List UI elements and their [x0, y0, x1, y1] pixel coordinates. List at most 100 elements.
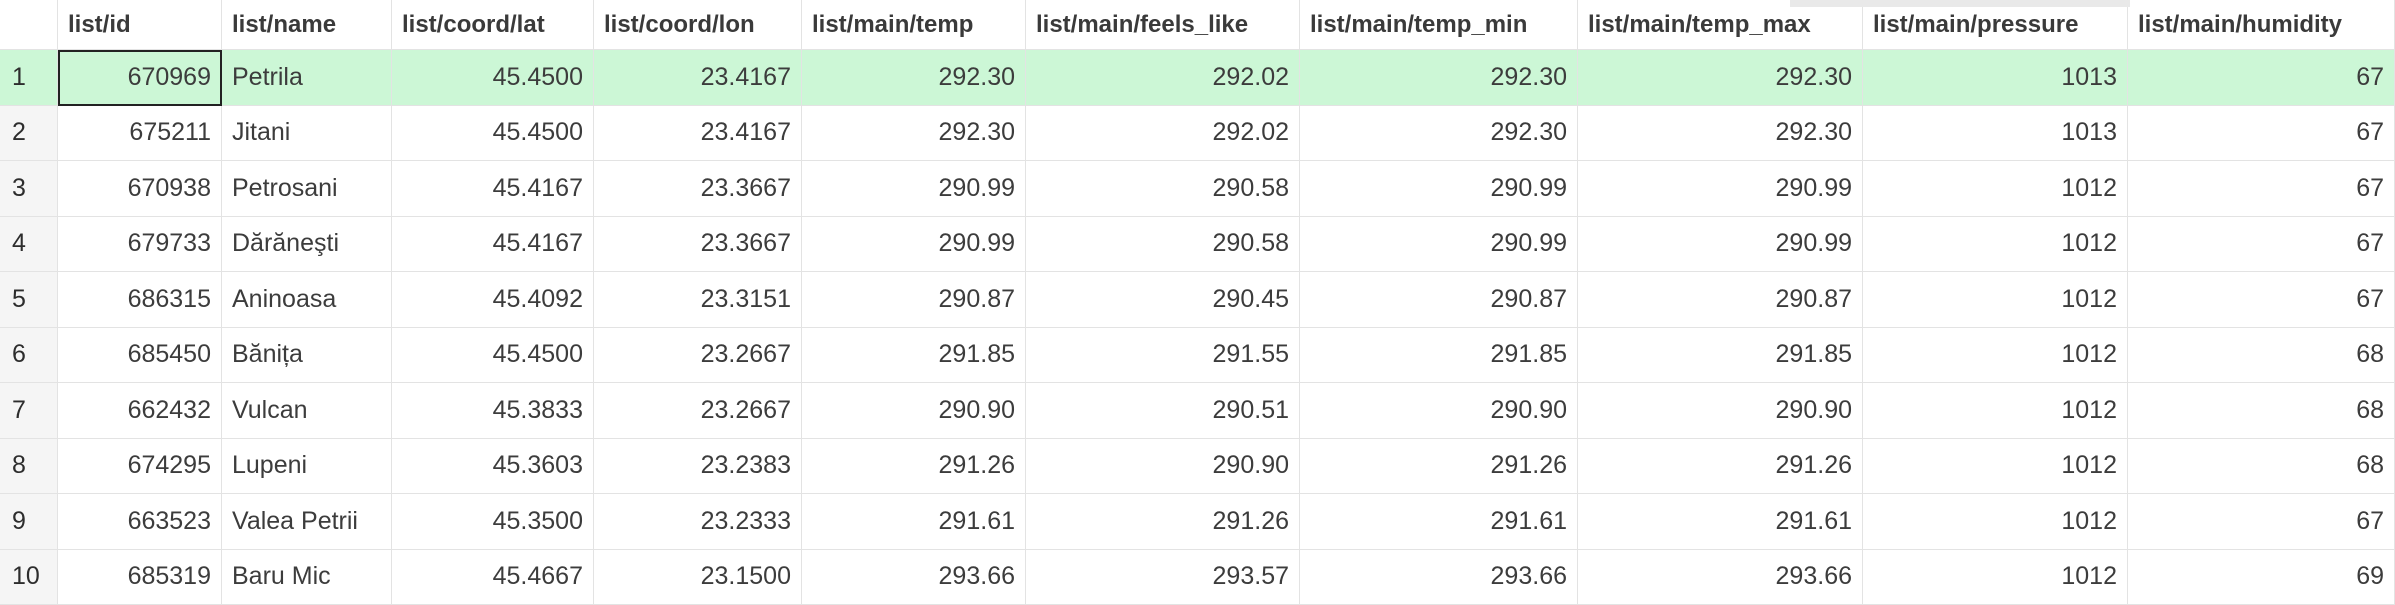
cell-list-main-pressure[interactable]: 1012: [1863, 383, 2128, 439]
column-header-list-name[interactable]: list/name: [222, 0, 392, 50]
cell-list-name[interactable]: Dărăneşti: [222, 216, 392, 272]
cell-list-main-temp-max[interactable]: 290.90: [1578, 383, 1863, 439]
cell-list-main-temp[interactable]: 291.26: [802, 438, 1026, 494]
cell-list-main-temp-min[interactable]: 292.30: [1300, 50, 1578, 106]
cell-list-main-humidity[interactable]: 67: [2128, 105, 2395, 161]
column-header-list-id[interactable]: list/id: [58, 0, 222, 50]
cell-list-main-pressure[interactable]: 1012: [1863, 494, 2128, 550]
row-number[interactable]: 6: [0, 327, 58, 383]
cell-list-main-temp-max[interactable]: 290.99: [1578, 216, 1863, 272]
cell-list-coord-lon[interactable]: 23.2667: [594, 383, 802, 439]
cell-list-main-humidity[interactable]: 68: [2128, 327, 2395, 383]
cell-list-id[interactable]: 679733: [58, 216, 222, 272]
cell-list-main-pressure[interactable]: 1012: [1863, 549, 2128, 605]
cell-list-main-temp-max[interactable]: 291.61: [1578, 494, 1863, 550]
cell-list-coord-lat[interactable]: 45.4092: [392, 272, 594, 328]
cell-list-main-temp-max[interactable]: 292.30: [1578, 50, 1863, 106]
cell-list-main-temp-min[interactable]: 291.61: [1300, 494, 1578, 550]
row-number[interactable]: 9: [0, 494, 58, 550]
cell-list-coord-lon[interactable]: 23.1500: [594, 549, 802, 605]
row-number[interactable]: 8: [0, 438, 58, 494]
cell-list-coord-lon[interactable]: 23.4167: [594, 105, 802, 161]
row-number[interactable]: 5: [0, 272, 58, 328]
cell-list-main-feels-like[interactable]: 290.58: [1026, 216, 1300, 272]
cell-list-main-humidity[interactable]: 67: [2128, 216, 2395, 272]
cell-list-main-humidity[interactable]: 68: [2128, 438, 2395, 494]
cell-list-id[interactable]: 663523: [58, 494, 222, 550]
cell-list-id[interactable]: 670938: [58, 161, 222, 217]
cell-list-coord-lon[interactable]: 23.2667: [594, 327, 802, 383]
cell-list-main-temp-min[interactable]: 291.26: [1300, 438, 1578, 494]
cell-list-main-temp-min[interactable]: 290.99: [1300, 161, 1578, 217]
cell-list-main-temp-min[interactable]: 290.99: [1300, 216, 1578, 272]
cell-list-coord-lon[interactable]: 23.2383: [594, 438, 802, 494]
cell-list-id[interactable]: 685450: [58, 327, 222, 383]
cell-list-main-temp[interactable]: 290.90: [802, 383, 1026, 439]
cell-list-main-temp-max[interactable]: 291.26: [1578, 438, 1863, 494]
cell-list-id[interactable]: 686315: [58, 272, 222, 328]
cell-list-main-temp-max[interactable]: 290.99: [1578, 161, 1863, 217]
cell-list-coord-lat[interactable]: 45.3833: [392, 383, 594, 439]
cell-list-main-temp[interactable]: 293.66: [802, 549, 1026, 605]
cell-list-name[interactable]: Jitani: [222, 105, 392, 161]
cell-list-main-feels-like[interactable]: 290.58: [1026, 161, 1300, 217]
cell-list-main-temp-min[interactable]: 291.85: [1300, 327, 1578, 383]
cell-list-main-temp-min[interactable]: 292.30: [1300, 105, 1578, 161]
row-number[interactable]: 3: [0, 161, 58, 217]
cell-list-main-pressure[interactable]: 1013: [1863, 105, 2128, 161]
cell-list-main-humidity[interactable]: 69: [2128, 549, 2395, 605]
cell-list-main-temp-min[interactable]: 293.66: [1300, 549, 1578, 605]
cell-list-main-temp-max[interactable]: 290.87: [1578, 272, 1863, 328]
cell-list-coord-lat[interactable]: 45.4500: [392, 105, 594, 161]
cell-list-id[interactable]: 674295: [58, 438, 222, 494]
column-header-list-main-temp-min[interactable]: list/main/temp_min: [1300, 0, 1578, 50]
cell-list-coord-lon[interactable]: 23.2333: [594, 494, 802, 550]
cell-list-main-temp-max[interactable]: 292.30: [1578, 105, 1863, 161]
cell-list-main-humidity[interactable]: 67: [2128, 272, 2395, 328]
column-header-list-coord-lat[interactable]: list/coord/lat: [392, 0, 594, 50]
cell-list-id[interactable]: 670969: [58, 50, 222, 106]
cell-list-main-feels-like[interactable]: 290.51: [1026, 383, 1300, 439]
row-number[interactable]: 10: [0, 549, 58, 605]
cell-list-main-pressure[interactable]: 1012: [1863, 327, 2128, 383]
cell-list-coord-lon[interactable]: 23.3667: [594, 216, 802, 272]
cell-list-main-temp[interactable]: 292.30: [802, 105, 1026, 161]
cell-list-coord-lat[interactable]: 45.4500: [392, 327, 594, 383]
row-number[interactable]: 4: [0, 216, 58, 272]
cell-list-main-pressure[interactable]: 1012: [1863, 161, 2128, 217]
cell-list-main-feels-like[interactable]: 290.45: [1026, 272, 1300, 328]
cell-list-coord-lat[interactable]: 45.4167: [392, 216, 594, 272]
cell-list-main-humidity[interactable]: 67: [2128, 494, 2395, 550]
cell-list-main-feels-like[interactable]: 290.90: [1026, 438, 1300, 494]
column-header-list-main-humidity[interactable]: list/main/humidity: [2128, 0, 2395, 50]
row-number[interactable]: 2: [0, 105, 58, 161]
cell-list-main-temp[interactable]: 291.61: [802, 494, 1026, 550]
cell-list-id[interactable]: 685319: [58, 549, 222, 605]
row-number[interactable]: 1: [0, 50, 58, 106]
cell-list-main-temp-max[interactable]: 291.85: [1578, 327, 1863, 383]
cell-list-coord-lat[interactable]: 45.3500: [392, 494, 594, 550]
corner-header[interactable]: [0, 0, 58, 50]
row-number[interactable]: 7: [0, 383, 58, 439]
cell-list-main-feels-like[interactable]: 293.57: [1026, 549, 1300, 605]
cell-list-main-humidity[interactable]: 68: [2128, 383, 2395, 439]
cell-list-main-humidity[interactable]: 67: [2128, 161, 2395, 217]
cell-list-name[interactable]: Lupeni: [222, 438, 392, 494]
cell-list-main-temp[interactable]: 292.30: [802, 50, 1026, 106]
cell-list-main-temp[interactable]: 290.87: [802, 272, 1026, 328]
column-header-list-main-pressure[interactable]: list/main/pressure: [1863, 0, 2128, 50]
cell-list-coord-lon[interactable]: 23.3151: [594, 272, 802, 328]
cell-list-name[interactable]: Petrila: [222, 50, 392, 106]
column-header-list-coord-lon[interactable]: list/coord/lon: [594, 0, 802, 50]
cell-list-main-feels-like[interactable]: 292.02: [1026, 105, 1300, 161]
cell-list-main-temp-min[interactable]: 290.87: [1300, 272, 1578, 328]
horizontal-scrollbar[interactable]: [1790, 0, 2130, 7]
cell-list-coord-lat[interactable]: 45.3603: [392, 438, 594, 494]
column-header-list-main-temp[interactable]: list/main/temp: [802, 0, 1026, 50]
cell-list-name[interactable]: Baru Mic: [222, 549, 392, 605]
cell-list-main-pressure[interactable]: 1012: [1863, 438, 2128, 494]
cell-list-main-temp[interactable]: 290.99: [802, 161, 1026, 217]
cell-list-coord-lat[interactable]: 45.4167: [392, 161, 594, 217]
cell-list-coord-lon[interactable]: 23.3667: [594, 161, 802, 217]
cell-list-main-temp[interactable]: 290.99: [802, 216, 1026, 272]
